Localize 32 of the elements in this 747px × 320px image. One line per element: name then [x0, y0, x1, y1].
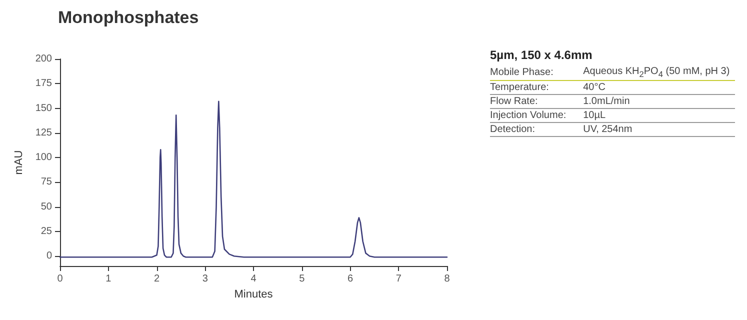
x-axis-title: Minutes	[234, 288, 274, 300]
y-axis-title: mAU	[12, 150, 25, 175]
y-tick-label: 0	[46, 250, 52, 262]
text: 1.0mL/min	[583, 94, 735, 108]
x-tick-label: 8	[444, 274, 450, 284]
x-tick-label: 1	[106, 274, 112, 284]
y-tick-label: 25	[40, 226, 52, 237]
x-tick-label: 5	[299, 274, 306, 284]
text: Injection Volume:	[490, 108, 584, 122]
x-tick-label: 3	[202, 274, 208, 284]
chart-title: Monophosphates	[58, 8, 199, 28]
text: Mobile Phase:	[490, 65, 584, 80]
x-tick-label: 4	[250, 274, 257, 284]
x-tick-label: 2	[154, 274, 160, 284]
y-tick-label: 150	[35, 102, 52, 114]
text: Temperature:	[490, 80, 584, 94]
y-tick-label: 125	[35, 127, 52, 138]
y-tick-label: 200	[35, 54, 52, 64]
text: 40°C	[583, 80, 735, 94]
x-tick-label: 0	[57, 274, 64, 284]
y-tick-label: 100	[35, 152, 52, 164]
text: Flow Rate:	[490, 94, 584, 108]
x-tick-label: 6	[347, 274, 354, 284]
text: 10µL	[583, 108, 735, 122]
x-tick-label: 7	[396, 274, 402, 284]
text: 5µm, 150 x 4.6mm	[490, 48, 594, 62]
text: Detection:	[490, 122, 584, 136]
text: Aqueous KH$_{2}$PO$_{4}$ (50 mM, pH 3)	[583, 65, 735, 80]
text: UV, 254nm	[583, 122, 735, 136]
y-tick-label: 75	[40, 176, 52, 188]
y-tick-label: 175	[35, 78, 52, 90]
y-tick-label: 50	[40, 201, 52, 212]
